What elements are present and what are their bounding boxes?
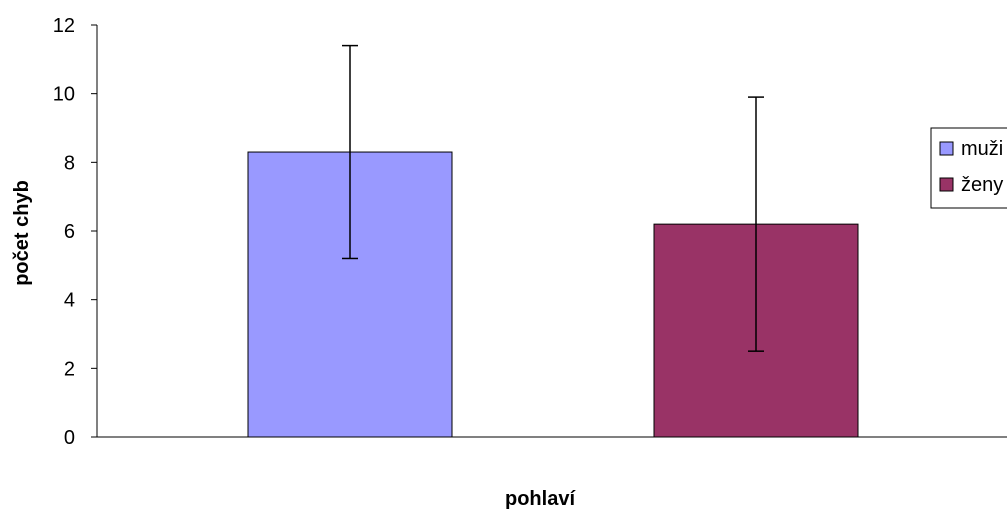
y-tick-label: 4 [64, 290, 75, 312]
legend: muži ženy [930, 127, 1007, 209]
y-tick-label: 6 [64, 221, 75, 243]
legend-box [930, 127, 1007, 209]
y-axis-title: počet chyb [11, 180, 33, 286]
legend-label-1: muži [961, 138, 1003, 160]
y-tick-label: 8 [64, 152, 75, 174]
y-tick-label: 12 [53, 15, 75, 37]
y-tick-label: 10 [53, 84, 75, 106]
x-axis-title: pohlaví [505, 488, 576, 510]
y-tick-label: 2 [64, 358, 75, 380]
legend-label-2: ženy [961, 174, 1003, 196]
legend-swatch-1 [939, 141, 954, 156]
legend-swatch-2 [939, 177, 954, 192]
y-tick-label: 0 [64, 427, 75, 449]
